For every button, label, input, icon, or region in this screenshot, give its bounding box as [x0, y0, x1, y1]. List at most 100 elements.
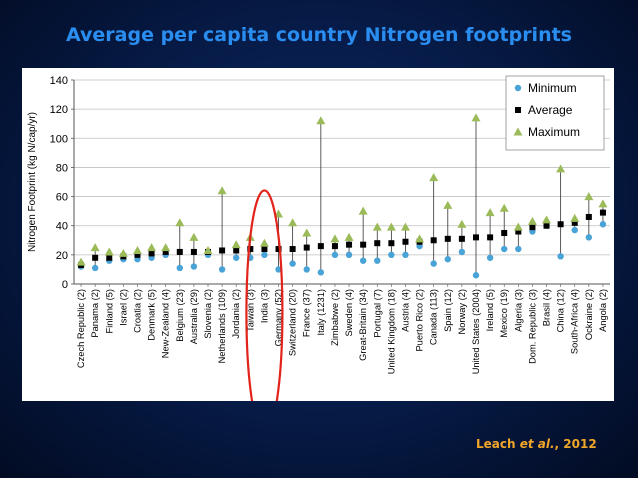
maximum-point	[584, 192, 594, 201]
maximum-point	[316, 116, 326, 125]
legend-box	[505, 75, 605, 151]
minimum-point	[190, 263, 198, 270]
maximum-point	[415, 234, 425, 243]
average-point	[346, 241, 353, 248]
minimum-point	[331, 251, 339, 259]
maximum-point	[104, 247, 114, 256]
highlight-ellipse	[245, 189, 284, 401]
x-tick-label: Panama (2)	[90, 289, 100, 338]
minimum-point	[91, 264, 99, 272]
x-tick-label: South-Africa (4)	[570, 289, 580, 354]
maximum-point	[189, 232, 199, 241]
legend-marker	[513, 127, 523, 136]
minimum-point	[374, 257, 381, 264]
y-tick-label: 60	[56, 192, 68, 204]
x-tick-label: Finland (5)	[104, 289, 114, 333]
minimum-point	[571, 226, 578, 234]
minimum-point	[289, 260, 296, 267]
minimum-point	[486, 254, 494, 261]
average-point	[515, 228, 522, 235]
x-tick-label: Ockraine (2)	[584, 289, 594, 340]
average-point	[430, 237, 437, 244]
maximum-point	[372, 222, 382, 231]
minimum-point	[472, 272, 480, 279]
maximum-point	[513, 222, 523, 231]
x-tick-label: China (12)	[556, 289, 566, 332]
y-tick-label: 140	[50, 75, 68, 87]
x-tick-label: Angola (2)	[598, 289, 608, 332]
citation-etal: et al.	[519, 437, 555, 451]
average-point	[458, 235, 465, 242]
maximum-point	[132, 245, 142, 254]
minimum-point	[218, 266, 226, 273]
minimum-point	[359, 257, 367, 264]
x-tick-label: Switzerland (20)	[288, 289, 298, 356]
x-tick-label: Norway (2)	[457, 289, 467, 334]
average-point	[473, 234, 479, 241]
average-point	[331, 243, 338, 250]
average-point	[219, 247, 226, 254]
average-point	[317, 243, 324, 250]
maximum-point	[259, 238, 269, 247]
x-tick-label: Austria (4)	[400, 289, 410, 332]
x-tick-label: Portugal (7)	[372, 289, 382, 338]
maximum-point	[358, 206, 368, 215]
citation-author: Leach	[476, 437, 520, 451]
average-point	[275, 246, 282, 253]
citation: Leach et al., 2012	[476, 437, 597, 451]
average-point	[233, 247, 240, 254]
maximum-point	[175, 218, 185, 227]
x-tick-label: Taiwan (3)	[245, 289, 255, 332]
maximum-point	[471, 113, 481, 122]
x-tick-label: Australia (29)	[189, 289, 199, 344]
x-tick-label: Algeria (3)	[513, 289, 523, 332]
average-point	[402, 238, 409, 245]
x-tick-label: Netherlands (109)	[217, 289, 227, 363]
average-point	[162, 248, 169, 255]
x-tick-label: Canada (113)	[429, 289, 439, 345]
chart-area: 0 20 40 60 80 100 120 140 Nitrogen Footprint (kg…	[22, 68, 614, 401]
nitrogen-footprint-chart: 0 20 40 60 80 100 120 140 Nitrogen Footprint (kg…	[27, 75, 610, 401]
maximum-point	[302, 228, 312, 237]
x-tick-label: Italy (1231)	[316, 289, 326, 336]
y-tick-label: 20	[56, 250, 68, 262]
average-point	[92, 254, 99, 261]
average-point	[176, 248, 183, 255]
minimum-point	[176, 264, 183, 272]
average-point	[557, 221, 564, 228]
maximum-point	[527, 216, 537, 225]
minimum-point	[402, 251, 409, 259]
maximum-point	[429, 173, 439, 182]
average-point	[247, 246, 254, 253]
maximum-point	[76, 257, 86, 266]
average-point	[134, 251, 141, 258]
average-point	[571, 219, 578, 226]
average-point	[190, 248, 197, 255]
x-tick-label: United Kingdom (18)	[386, 289, 396, 374]
maximum-point	[570, 213, 580, 222]
minimum-point	[345, 251, 353, 259]
maximum-point	[330, 234, 340, 243]
average-point	[487, 234, 494, 241]
y-tick-label: 100	[50, 133, 68, 145]
average-point	[543, 222, 550, 229]
minimum-point	[557, 253, 564, 260]
legend-label: Maximum	[528, 125, 580, 139]
y-axis-label: Nitrogen Footprint (kg N/cap/yr)	[27, 112, 38, 252]
x-tick-label: Zimbabwe (2)	[330, 289, 340, 346]
average-point	[501, 230, 508, 236]
average-point	[374, 240, 381, 247]
minimum-point	[458, 248, 466, 256]
average-point	[599, 209, 606, 216]
maximum-point	[457, 219, 467, 228]
y-tick-label: 80	[56, 162, 68, 174]
legend-marker	[514, 84, 522, 92]
maximum-point	[556, 164, 566, 173]
average-point	[106, 254, 113, 261]
average-point	[444, 235, 451, 242]
x-tick-label: Jordania (2)	[231, 289, 241, 339]
maximum-point	[485, 208, 495, 217]
minimum-point	[430, 260, 437, 267]
x-tick-label: Great-Britain (34)	[358, 289, 368, 361]
maximum-point	[161, 243, 171, 252]
